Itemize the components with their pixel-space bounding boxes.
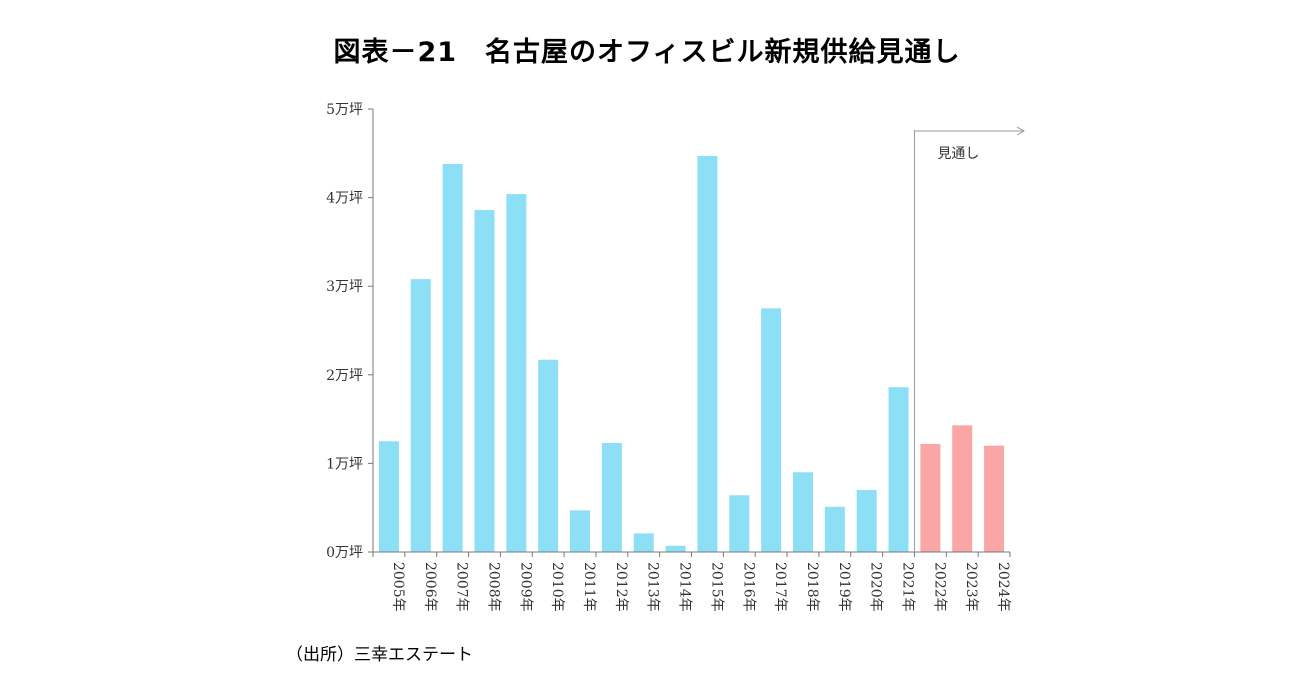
x-tick-label: 2010年 (549, 562, 565, 612)
bar-actual (665, 545, 686, 552)
y-axis: 0万坪 1万坪 2万坪 3万坪 4万坪 5万坪 (326, 102, 374, 561)
bar-actual (378, 441, 399, 552)
bar-actual (474, 210, 495, 552)
x-tick-label: 2012年 (613, 562, 629, 612)
x-axis: 2005年 2006年 2007年 2008年 2009年 2010年 2011年 2012年… (372, 551, 1011, 612)
x-tick-label: 2009年 (517, 562, 533, 612)
bar-actual (792, 472, 813, 552)
bar-actual (601, 443, 622, 552)
x-tick-label: 2006年 (422, 562, 438, 612)
x-tick-label: 2008年 (485, 562, 501, 612)
bar-forecast (984, 445, 1005, 552)
source-note: （出所）三幸エステート (286, 645, 473, 665)
y-tick-label: 2万坪 (326, 368, 363, 384)
bar-actual (410, 279, 431, 552)
x-tick-label: 2021年 (900, 562, 916, 612)
x-tick-label: 2015年 (708, 562, 724, 612)
bar-actual (442, 163, 463, 552)
bars (378, 155, 1005, 552)
x-tick-label: 2013年 (645, 562, 661, 612)
bar-actual (506, 194, 527, 552)
x-tick-label: 2022年 (931, 562, 947, 612)
x-tick-label: 2020年 (868, 562, 884, 612)
x-tick-label: 2005年 (390, 562, 406, 612)
x-tick-label: 2018年 (804, 562, 820, 612)
bar-actual (761, 308, 782, 552)
x-tick-label: 2007年 (454, 562, 470, 612)
x-tick-label: 2011年 (581, 562, 597, 612)
x-tick-label: 2023年 (963, 562, 979, 612)
y-tick-label: 4万坪 (326, 191, 363, 207)
chart-title: 図表－21 名古屋のオフィスビル新規供給見通し (333, 37, 961, 68)
bar-forecast (920, 443, 941, 552)
x-tick-label: 2019年 (836, 562, 852, 612)
y-tick-label: 1万坪 (326, 456, 363, 472)
bar-actual (633, 533, 654, 552)
x-tick-label: 2014年 (677, 562, 693, 612)
y-tick-label: 3万坪 (326, 279, 363, 295)
y-tick-label: 0万坪 (326, 545, 363, 561)
bar-actual (538, 359, 559, 552)
bar-actual (570, 510, 591, 552)
forecast-arrow-head (1016, 126, 1026, 136)
bar-actual (824, 506, 845, 552)
bar-forecast (952, 425, 973, 552)
forecast-label: 見通し (937, 146, 979, 162)
x-tick-label: 2016年 (740, 562, 756, 612)
x-tick-label: 2017年 (772, 562, 788, 612)
bar-actual (888, 387, 909, 552)
bar-actual (729, 495, 750, 552)
y-tick-label: 5万坪 (326, 102, 363, 118)
bar-actual (856, 489, 877, 552)
forecast-marker: 見通し (913, 126, 1026, 552)
bar-actual (697, 155, 718, 552)
x-tick-label: 2024年 (995, 562, 1011, 612)
